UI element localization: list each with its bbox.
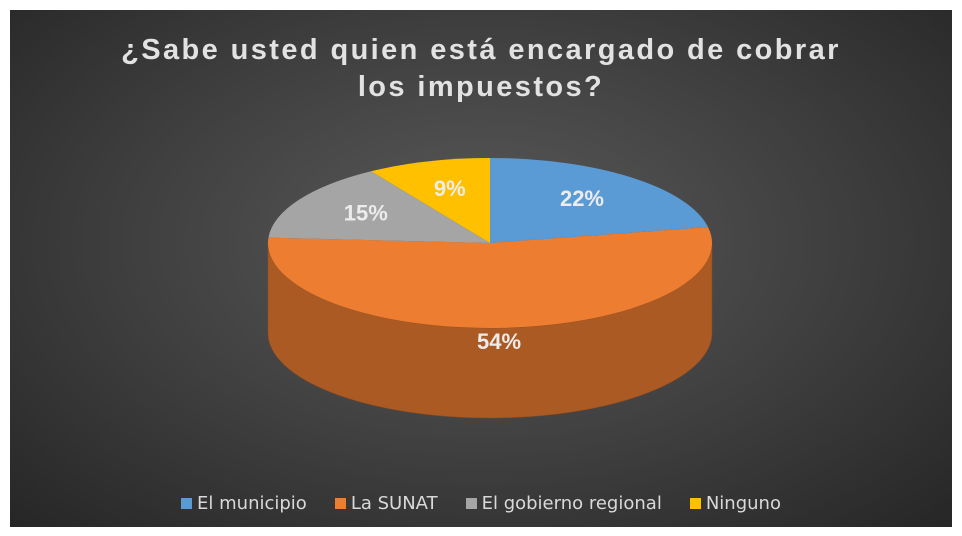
legend-label: El municipio [197,493,307,514]
data-label: 54% [477,329,521,354]
legend: El municipio La SUNAT El gobierno regional… [10,493,952,514]
data-label: 22% [560,186,604,211]
legend-swatch [181,498,193,509]
legend-label: Ninguno [705,493,781,514]
legend-item: La SUNAT [334,493,438,514]
legend-swatch [334,498,346,509]
pie-slice [268,171,490,243]
data-label: 9% [434,176,466,201]
pie-slice-top [371,158,490,243]
chart-title: ¿Sabe usted quien está encargado de cobr… [121,34,841,103]
pie-slice [490,158,709,243]
legend-item: El gobierno regional [465,493,662,514]
chart-area: 22% 54% 15% 9% ¿Sabe usted quien está encar… [10,10,952,527]
legend-label: La SUNAT [350,493,438,514]
pie-tops [268,158,712,329]
legend-swatch [689,498,701,509]
pie-chart: 22% 54% 15% 9% [267,158,713,419]
pie-slice-top [268,171,490,243]
data-labels: 22% 54% 15% 9% [344,176,604,354]
pie-slice-top [268,227,712,329]
pie-slice [268,227,712,329]
legend-swatch [465,498,477,509]
legend-item: El municipio [181,493,307,514]
data-label: 15% [344,201,388,226]
legend-item: Ninguno [689,493,781,514]
pie-slice [371,158,490,243]
legend-label: El gobierno regional [481,493,662,514]
pie-slice-top [490,158,709,243]
